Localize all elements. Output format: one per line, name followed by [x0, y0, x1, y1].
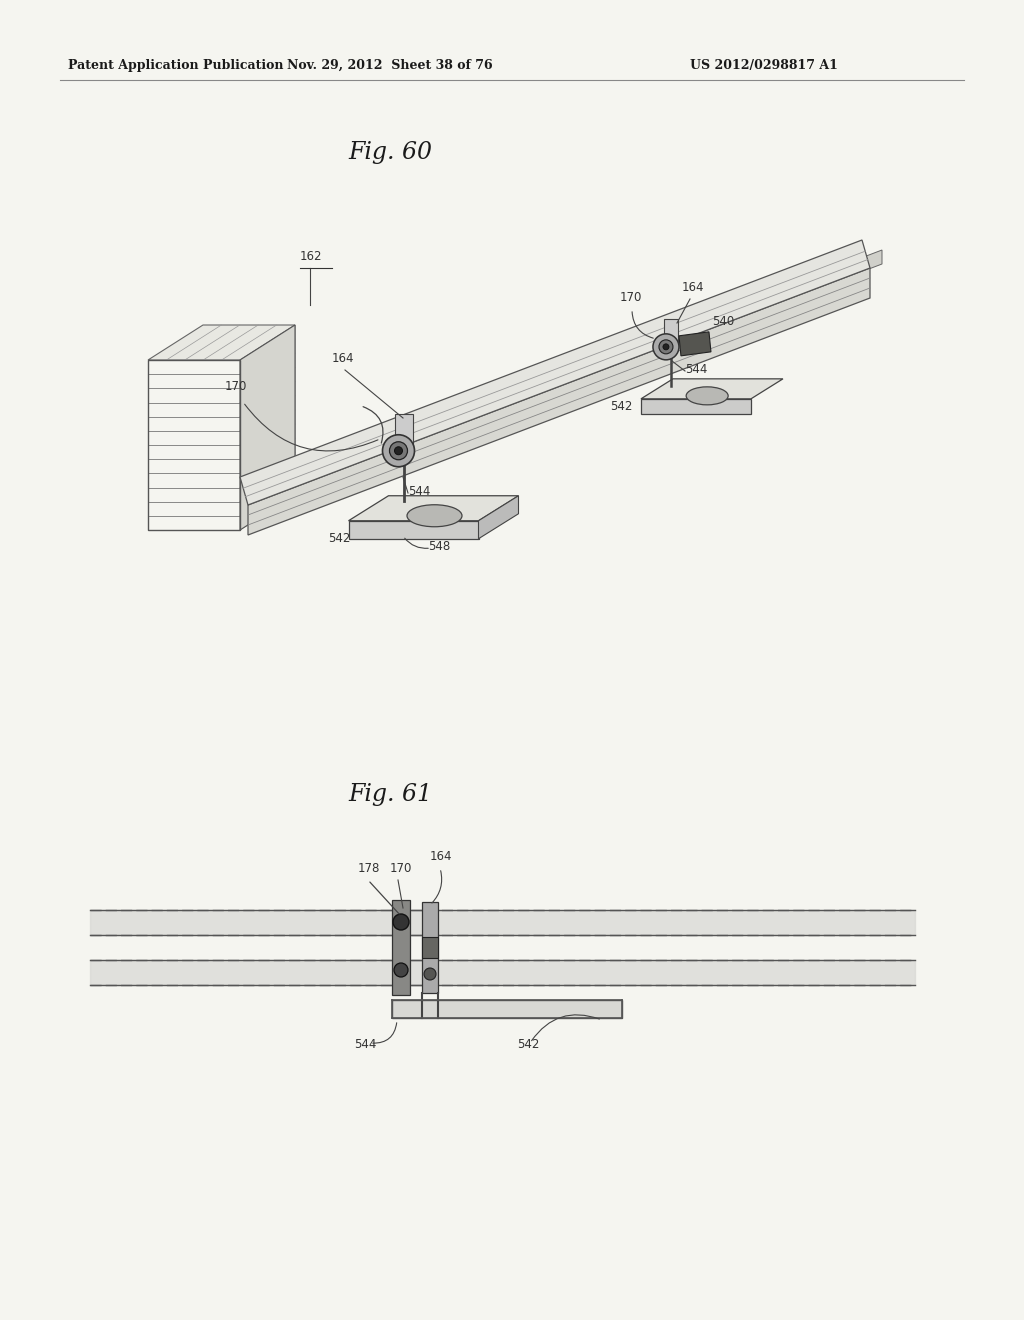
Text: 540: 540: [712, 315, 734, 327]
Text: 170: 170: [390, 862, 413, 875]
Polygon shape: [641, 399, 751, 414]
Polygon shape: [664, 319, 678, 343]
FancyBboxPatch shape: [422, 937, 438, 958]
Text: 542: 542: [517, 1038, 540, 1051]
Text: 170: 170: [620, 290, 642, 304]
FancyBboxPatch shape: [392, 900, 410, 995]
Circle shape: [653, 334, 679, 360]
Circle shape: [383, 434, 415, 467]
Polygon shape: [248, 268, 870, 535]
Circle shape: [424, 968, 436, 979]
Circle shape: [659, 339, 673, 354]
Text: 170: 170: [225, 380, 248, 393]
Text: US 2012/0298817 A1: US 2012/0298817 A1: [690, 58, 838, 71]
Text: 164: 164: [682, 281, 705, 294]
Text: 178: 178: [358, 862, 380, 875]
Ellipse shape: [686, 387, 728, 405]
Text: Patent Application Publication: Patent Application Publication: [68, 58, 284, 71]
Circle shape: [393, 913, 409, 931]
Circle shape: [394, 446, 402, 455]
Polygon shape: [392, 1001, 622, 1018]
Polygon shape: [260, 249, 882, 502]
Ellipse shape: [407, 504, 462, 527]
Polygon shape: [348, 521, 478, 539]
Text: 548: 548: [428, 540, 451, 553]
Polygon shape: [394, 413, 413, 446]
Text: 164: 164: [332, 352, 354, 366]
Circle shape: [663, 343, 669, 350]
Text: 542: 542: [610, 400, 633, 413]
Text: 544: 544: [408, 484, 430, 498]
Text: 162: 162: [300, 249, 323, 263]
Text: 164: 164: [430, 850, 453, 863]
Polygon shape: [478, 496, 518, 539]
Circle shape: [389, 442, 408, 459]
FancyBboxPatch shape: [422, 902, 438, 993]
Text: Fig. 61: Fig. 61: [348, 784, 432, 807]
Text: Fig. 60: Fig. 60: [348, 140, 432, 164]
Text: 542: 542: [328, 532, 350, 545]
Circle shape: [394, 964, 408, 977]
Text: 544: 544: [354, 1038, 377, 1051]
Text: 544: 544: [685, 363, 708, 376]
Polygon shape: [348, 496, 518, 521]
Polygon shape: [641, 379, 783, 399]
Text: Nov. 29, 2012  Sheet 38 of 76: Nov. 29, 2012 Sheet 38 of 76: [287, 58, 493, 71]
Polygon shape: [240, 325, 295, 531]
Polygon shape: [240, 240, 870, 506]
Polygon shape: [148, 325, 295, 360]
Polygon shape: [679, 331, 711, 356]
